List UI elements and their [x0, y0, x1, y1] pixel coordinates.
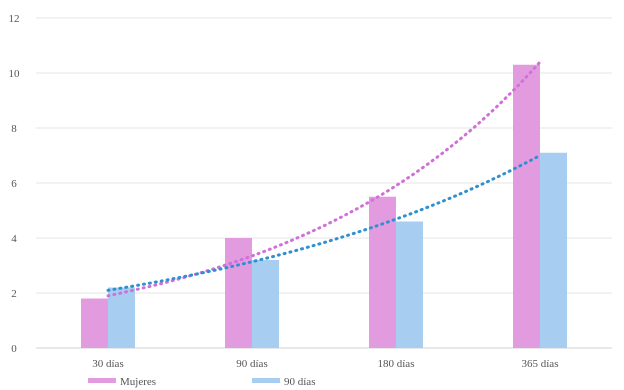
legend: Mujeres 90 días — [88, 376, 315, 388]
trendline-series-2 — [106, 154, 542, 292]
x-tick-label: 90 días — [236, 358, 267, 370]
legend-swatch-series-2 — [252, 378, 280, 383]
legend-label: 90 días — [284, 376, 315, 388]
y-tick-label: 6 — [11, 178, 17, 190]
y-tick-label: 2 — [11, 288, 17, 300]
y-tick-label: 4 — [11, 233, 17, 245]
x-tick-label: 30 días — [92, 358, 123, 370]
trendlines — [106, 60, 542, 298]
legend-label: Mujeres — [120, 376, 156, 388]
bar-series-1-3 — [513, 64, 540, 348]
x-axis-ticks: 30 días 90 días 180 días 365 días — [92, 358, 558, 370]
x-tick-label: 180 días — [378, 358, 415, 370]
x-tick-label: 365 días — [522, 358, 559, 370]
bar-series-2-0 — [108, 287, 135, 348]
bar-series-1-2 — [369, 196, 396, 348]
bar-series-2-1 — [252, 260, 279, 348]
y-tick-label: 8 — [11, 123, 17, 135]
y-tick-label: 10 — [9, 68, 21, 80]
y-tick-label: 12 — [9, 13, 20, 25]
bar-series-2-2 — [396, 221, 423, 348]
y-axis-ticks: 0 2 4 6 8 10 12 — [9, 13, 21, 355]
bar-series-2-3 — [540, 152, 567, 348]
y-tick-label: 0 — [11, 343, 17, 355]
bar-series-1-1 — [225, 238, 252, 348]
bars — [81, 64, 567, 348]
legend-swatch-series-1 — [88, 378, 116, 383]
trendline-series-1 — [106, 60, 542, 298]
bar-series-1-0 — [81, 298, 108, 348]
